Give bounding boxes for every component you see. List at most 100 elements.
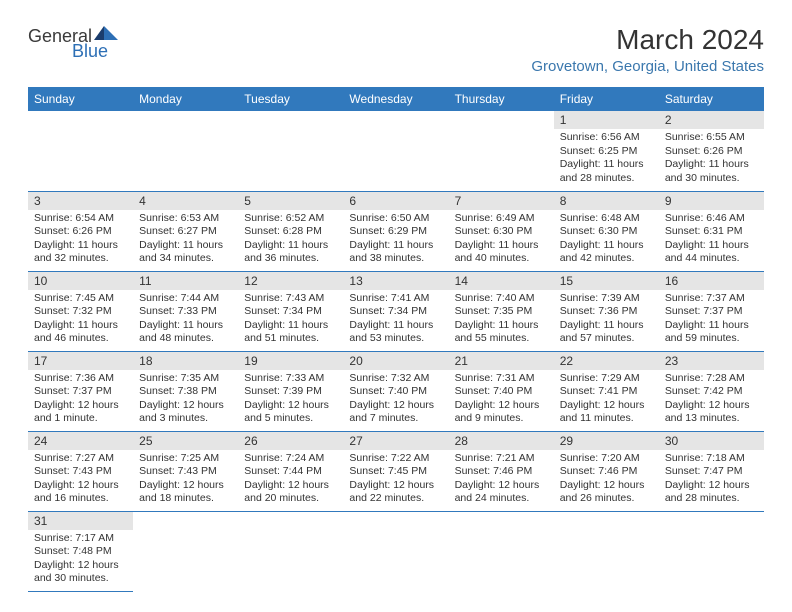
sunrise-line: Sunrise: 6:52 AM	[244, 212, 337, 226]
day-number: 31	[28, 512, 133, 530]
calendar-day: 7Sunrise: 6:49 AMSunset: 6:30 PMDaylight…	[449, 191, 554, 271]
sunset-line: Sunset: 7:34 PM	[349, 305, 442, 319]
day-number: 30	[659, 432, 764, 450]
day-number: 13	[343, 272, 448, 290]
calendar-day: 14Sunrise: 7:40 AMSunset: 7:35 PMDayligh…	[449, 271, 554, 351]
calendar-day: 28Sunrise: 7:21 AMSunset: 7:46 PMDayligh…	[449, 431, 554, 511]
sunset-line: Sunset: 7:46 PM	[455, 465, 548, 479]
day-number: 21	[449, 352, 554, 370]
daylight-line: Daylight: 12 hours and 1 minute.	[34, 399, 127, 426]
calendar-day: 2Sunrise: 6:55 AMSunset: 6:26 PMDaylight…	[659, 111, 764, 191]
daylight-line: Daylight: 12 hours and 30 minutes.	[34, 559, 127, 586]
sunrise-line: Sunrise: 7:21 AM	[455, 452, 548, 466]
day-info: Sunrise: 7:21 AMSunset: 7:46 PMDaylight:…	[449, 450, 554, 511]
sunrise-line: Sunrise: 7:35 AM	[139, 372, 232, 386]
day-number: 26	[238, 432, 343, 450]
calendar-day: 15Sunrise: 7:39 AMSunset: 7:36 PMDayligh…	[554, 271, 659, 351]
calendar-empty	[449, 511, 554, 591]
sunrise-line: Sunrise: 6:46 AM	[665, 212, 758, 226]
day-header: Wednesday	[343, 87, 448, 111]
daylight-line: Daylight: 12 hours and 13 minutes.	[665, 399, 758, 426]
calendar-day: 21Sunrise: 7:31 AMSunset: 7:40 PMDayligh…	[449, 351, 554, 431]
header: General Blue March 2024 Grovetown, Georg…	[28, 24, 764, 75]
sunset-line: Sunset: 6:26 PM	[665, 145, 758, 159]
sunset-line: Sunset: 7:40 PM	[349, 385, 442, 399]
day-info: Sunrise: 7:27 AMSunset: 7:43 PMDaylight:…	[28, 450, 133, 511]
calendar-day: 25Sunrise: 7:25 AMSunset: 7:43 PMDayligh…	[133, 431, 238, 511]
day-number: 2	[659, 111, 764, 129]
daylight-line: Daylight: 12 hours and 20 minutes.	[244, 479, 337, 506]
day-info: Sunrise: 7:43 AMSunset: 7:34 PMDaylight:…	[238, 290, 343, 351]
daylight-line: Daylight: 11 hours and 53 minutes.	[349, 319, 442, 346]
calendar-week: 24Sunrise: 7:27 AMSunset: 7:43 PMDayligh…	[28, 431, 764, 511]
sunset-line: Sunset: 7:37 PM	[665, 305, 758, 319]
day-header: Thursday	[449, 87, 554, 111]
daylight-line: Daylight: 11 hours and 59 minutes.	[665, 319, 758, 346]
day-info: Sunrise: 7:28 AMSunset: 7:42 PMDaylight:…	[659, 370, 764, 431]
calendar-day: 30Sunrise: 7:18 AMSunset: 7:47 PMDayligh…	[659, 431, 764, 511]
day-number: 4	[133, 192, 238, 210]
calendar-week: 10Sunrise: 7:45 AMSunset: 7:32 PMDayligh…	[28, 271, 764, 351]
calendar-day: 6Sunrise: 6:50 AMSunset: 6:29 PMDaylight…	[343, 191, 448, 271]
calendar-empty	[554, 511, 659, 591]
day-number: 22	[554, 352, 659, 370]
day-number: 28	[449, 432, 554, 450]
sunrise-line: Sunrise: 7:18 AM	[665, 452, 758, 466]
day-number: 11	[133, 272, 238, 290]
day-info: Sunrise: 7:20 AMSunset: 7:46 PMDaylight:…	[554, 450, 659, 511]
day-info: Sunrise: 7:41 AMSunset: 7:34 PMDaylight:…	[343, 290, 448, 351]
day-info: Sunrise: 7:22 AMSunset: 7:45 PMDaylight:…	[343, 450, 448, 511]
daylight-line: Daylight: 12 hours and 26 minutes.	[560, 479, 653, 506]
sunset-line: Sunset: 7:47 PM	[665, 465, 758, 479]
day-info: Sunrise: 6:52 AMSunset: 6:28 PMDaylight:…	[238, 210, 343, 271]
sunrise-line: Sunrise: 6:55 AM	[665, 131, 758, 145]
sunset-line: Sunset: 7:43 PM	[34, 465, 127, 479]
day-header-row: SundayMondayTuesdayWednesdayThursdayFrid…	[28, 87, 764, 111]
day-info: Sunrise: 7:32 AMSunset: 7:40 PMDaylight:…	[343, 370, 448, 431]
daylight-line: Daylight: 11 hours and 38 minutes.	[349, 239, 442, 266]
sunset-line: Sunset: 6:25 PM	[560, 145, 653, 159]
daylight-line: Daylight: 12 hours and 5 minutes.	[244, 399, 337, 426]
sunset-line: Sunset: 7:37 PM	[34, 385, 127, 399]
sunrise-line: Sunrise: 7:31 AM	[455, 372, 548, 386]
sunrise-line: Sunrise: 7:41 AM	[349, 292, 442, 306]
calendar-empty	[449, 111, 554, 191]
day-number: 20	[343, 352, 448, 370]
calendar-day: 4Sunrise: 6:53 AMSunset: 6:27 PMDaylight…	[133, 191, 238, 271]
day-info: Sunrise: 7:31 AMSunset: 7:40 PMDaylight:…	[449, 370, 554, 431]
day-header: Saturday	[659, 87, 764, 111]
daylight-line: Daylight: 11 hours and 44 minutes.	[665, 239, 758, 266]
sunrise-line: Sunrise: 7:25 AM	[139, 452, 232, 466]
sunrise-line: Sunrise: 6:56 AM	[560, 131, 653, 145]
daylight-line: Daylight: 11 hours and 51 minutes.	[244, 319, 337, 346]
day-number: 29	[554, 432, 659, 450]
sunset-line: Sunset: 7:38 PM	[139, 385, 232, 399]
sunrise-line: Sunrise: 6:54 AM	[34, 212, 127, 226]
daylight-line: Daylight: 11 hours and 34 minutes.	[139, 239, 232, 266]
day-number: 27	[343, 432, 448, 450]
day-number: 19	[238, 352, 343, 370]
day-info: Sunrise: 6:50 AMSunset: 6:29 PMDaylight:…	[343, 210, 448, 271]
day-info: Sunrise: 6:55 AMSunset: 6:26 PMDaylight:…	[659, 129, 764, 190]
sunset-line: Sunset: 7:32 PM	[34, 305, 127, 319]
day-info: Sunrise: 7:33 AMSunset: 7:39 PMDaylight:…	[238, 370, 343, 431]
daylight-line: Daylight: 11 hours and 40 minutes.	[455, 239, 548, 266]
calendar-day: 20Sunrise: 7:32 AMSunset: 7:40 PMDayligh…	[343, 351, 448, 431]
logo: General Blue	[28, 24, 120, 60]
calendar-day: 27Sunrise: 7:22 AMSunset: 7:45 PMDayligh…	[343, 431, 448, 511]
day-number: 14	[449, 272, 554, 290]
day-number: 6	[343, 192, 448, 210]
calendar-empty	[238, 511, 343, 591]
day-number: 18	[133, 352, 238, 370]
calendar-week: 3Sunrise: 6:54 AMSunset: 6:26 PMDaylight…	[28, 191, 764, 271]
day-info: Sunrise: 6:54 AMSunset: 6:26 PMDaylight:…	[28, 210, 133, 271]
day-info: Sunrise: 7:17 AMSunset: 7:48 PMDaylight:…	[28, 530, 133, 591]
calendar-empty	[133, 111, 238, 191]
day-info: Sunrise: 7:39 AMSunset: 7:36 PMDaylight:…	[554, 290, 659, 351]
logo-mark-icon	[92, 22, 120, 42]
daylight-line: Daylight: 11 hours and 48 minutes.	[139, 319, 232, 346]
sunrise-line: Sunrise: 7:20 AM	[560, 452, 653, 466]
sunset-line: Sunset: 7:48 PM	[34, 545, 127, 559]
day-info: Sunrise: 7:29 AMSunset: 7:41 PMDaylight:…	[554, 370, 659, 431]
calendar-day: 5Sunrise: 6:52 AMSunset: 6:28 PMDaylight…	[238, 191, 343, 271]
